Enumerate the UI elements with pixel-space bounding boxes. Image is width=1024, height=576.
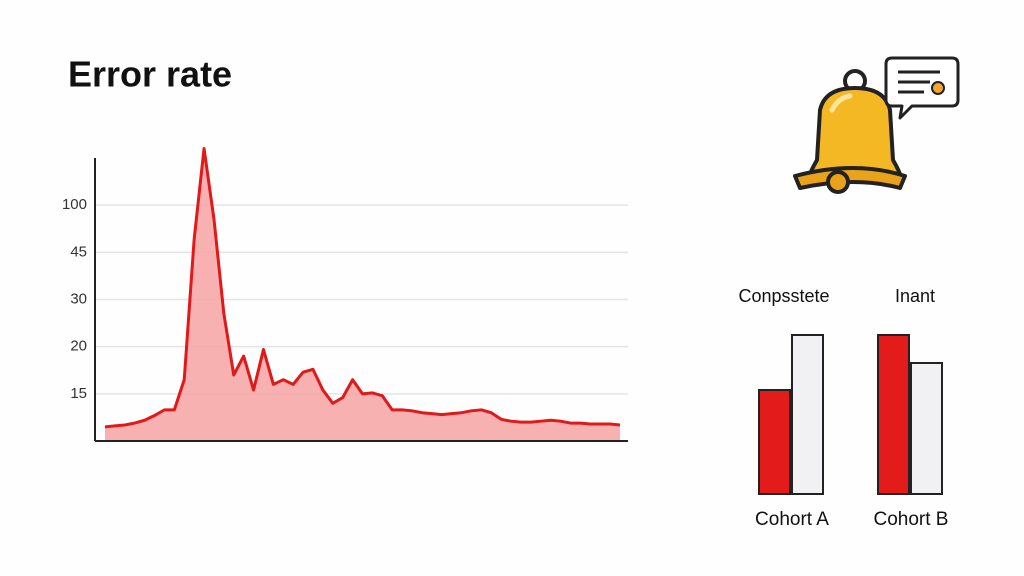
message-icon — [884, 56, 960, 120]
bar — [910, 362, 943, 495]
bar — [791, 334, 824, 495]
bell-icon — [793, 69, 907, 194]
page-title: Error rate — [68, 54, 232, 95]
group-label: Inant — [895, 286, 935, 306]
x-tick-label: Cohort A — [755, 509, 829, 530]
error-rate-chart: 15 20 30 45 100 — [62, 147, 628, 442]
cohort-chart: Conpsstete Cohort A Inant Cohort B — [738, 286, 948, 530]
y-tick-label: 100 — [62, 196, 87, 213]
y-tick-label: 30 — [70, 290, 87, 307]
bar — [877, 334, 910, 495]
y-tick-label: 15 — [70, 385, 87, 402]
error-line — [104, 147, 621, 429]
x-tick-label: Cohort B — [874, 509, 949, 530]
error-area — [105, 148, 620, 442]
y-tick-label: 20 — [70, 338, 87, 355]
group-label: Conpsstete — [738, 286, 829, 306]
y-tick-label: 45 — [70, 243, 87, 260]
bar — [758, 389, 791, 495]
